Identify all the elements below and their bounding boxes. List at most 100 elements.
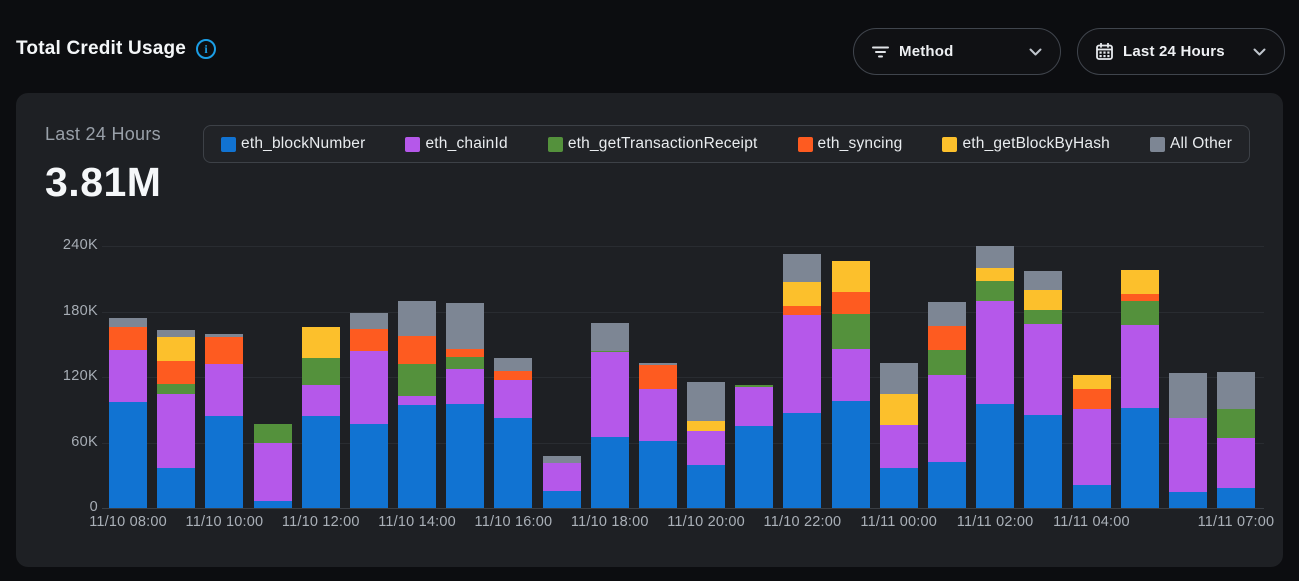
bar-segment[interactable]	[879, 468, 918, 508]
info-icon[interactable]: i	[196, 39, 217, 59]
bar-segment[interactable]	[1217, 409, 1256, 438]
bar-segment[interactable]	[783, 315, 822, 413]
method-dropdown[interactable]: Method	[853, 28, 1061, 75]
bar-segment[interactable]	[109, 350, 148, 402]
stacked-bar[interactable]	[879, 363, 918, 508]
bar-segment[interactable]	[735, 387, 774, 426]
stacked-bar[interactable]	[542, 456, 581, 508]
bar-segment[interactable]	[976, 246, 1015, 268]
bar-segment[interactable]	[687, 465, 726, 508]
bar-segment[interactable]	[783, 413, 822, 508]
bar-segment[interactable]	[494, 371, 533, 380]
legend-item[interactable]: All Other	[1149, 135, 1232, 153]
legend-item[interactable]: eth_getTransactionReceipt	[547, 135, 758, 153]
bar-segment[interactable]	[301, 358, 340, 385]
stacked-bar[interactable]	[638, 363, 677, 508]
bar-segment[interactable]	[494, 358, 533, 371]
bar-segment[interactable]	[1168, 418, 1207, 492]
stacked-bar[interactable]	[735, 385, 774, 508]
bar-segment[interactable]	[542, 463, 581, 491]
bar-segment[interactable]	[205, 416, 244, 508]
bar-segment[interactable]	[398, 396, 437, 405]
stacked-bar[interactable]	[301, 327, 340, 508]
stacked-bar[interactable]	[783, 254, 822, 508]
stacked-bar[interactable]	[398, 301, 437, 508]
bar-segment[interactable]	[976, 268, 1015, 281]
legend-item[interactable]: eth_getBlockByHash	[942, 135, 1110, 153]
bar-segment[interactable]	[783, 254, 822, 282]
stacked-bar[interactable]	[1120, 270, 1159, 508]
bar-segment[interactable]	[494, 380, 533, 418]
bar-segment[interactable]	[398, 301, 437, 336]
bar-segment[interactable]	[687, 382, 726, 421]
bar-segment[interactable]	[831, 349, 870, 401]
bar-segment[interactable]	[301, 385, 340, 416]
bar-segment[interactable]	[446, 303, 485, 349]
bar-segment[interactable]	[831, 401, 870, 508]
stacked-bar[interactable]	[157, 330, 196, 508]
bar-segment[interactable]	[1024, 415, 1063, 508]
bar-segment[interactable]	[301, 416, 340, 508]
bar-segment[interactable]	[398, 336, 437, 364]
bar-segment[interactable]	[349, 313, 388, 329]
bar-segment[interactable]	[1168, 373, 1207, 418]
legend-item[interactable]: eth_chainId	[405, 135, 508, 153]
stacked-bar[interactable]	[1024, 271, 1063, 508]
bar-segment[interactable]	[879, 363, 918, 394]
stacked-bar[interactable]	[687, 382, 726, 508]
bar-segment[interactable]	[976, 301, 1015, 404]
bar-segment[interactable]	[638, 365, 677, 389]
bar-segment[interactable]	[157, 330, 196, 337]
stacked-bar[interactable]	[976, 246, 1015, 508]
bar-segment[interactable]	[1072, 389, 1111, 409]
bar-segment[interactable]	[1168, 492, 1207, 508]
bar-segment[interactable]	[735, 385, 774, 387]
bar-segment[interactable]	[253, 443, 292, 501]
bar-segment[interactable]	[1120, 325, 1159, 408]
bar-segment[interactable]	[1217, 488, 1256, 508]
bar-segment[interactable]	[349, 351, 388, 424]
bar-segment[interactable]	[1120, 270, 1159, 294]
bar-segment[interactable]	[109, 327, 148, 350]
stacked-bar[interactable]	[831, 261, 870, 508]
stacked-bar[interactable]	[205, 334, 244, 508]
bar-segment[interactable]	[349, 424, 388, 508]
bar-segment[interactable]	[446, 349, 485, 357]
bar-segment[interactable]	[205, 334, 244, 337]
bar-segment[interactable]	[109, 318, 148, 327]
bar-segment[interactable]	[783, 282, 822, 306]
bar-segment[interactable]	[1024, 290, 1063, 310]
time-range-dropdown[interactable]: Last 24 Hours	[1077, 28, 1285, 75]
bar-segment[interactable]	[253, 501, 292, 508]
bar-segment[interactable]	[928, 462, 966, 508]
bar-segment[interactable]	[301, 327, 340, 358]
bar-segment[interactable]	[157, 337, 196, 361]
bar-segment[interactable]	[542, 491, 581, 508]
bar-segment[interactable]	[831, 292, 870, 314]
bar-segment[interactable]	[928, 326, 966, 350]
bar-segment[interactable]	[638, 441, 677, 508]
bar-segment[interactable]	[928, 302, 966, 326]
bar-segment[interactable]	[687, 431, 726, 465]
bar-segment[interactable]	[1120, 294, 1159, 301]
bar-segment[interactable]	[446, 404, 485, 508]
stacked-bar[interactable]	[109, 318, 148, 508]
bar-segment[interactable]	[590, 352, 629, 437]
bar-segment[interactable]	[1120, 408, 1159, 508]
bar-segment[interactable]	[1024, 324, 1063, 415]
bar-segment[interactable]	[687, 421, 726, 431]
bar-segment[interactable]	[1072, 409, 1111, 485]
bar-segment[interactable]	[879, 425, 918, 468]
bar-segment[interactable]	[1072, 375, 1111, 389]
bar-segment[interactable]	[1024, 310, 1063, 324]
bar-segment[interactable]	[157, 384, 196, 394]
bar-segment[interactable]	[446, 369, 485, 404]
bar-segment[interactable]	[205, 364, 244, 416]
bar-segment[interactable]	[590, 437, 629, 508]
bar-segment[interactable]	[638, 363, 677, 365]
bar-segment[interactable]	[1217, 372, 1256, 409]
stacked-bar[interactable]	[1168, 373, 1207, 508]
bar-segment[interactable]	[157, 468, 196, 508]
bar-segment[interactable]	[783, 306, 822, 315]
stacked-bar[interactable]	[1072, 375, 1111, 508]
